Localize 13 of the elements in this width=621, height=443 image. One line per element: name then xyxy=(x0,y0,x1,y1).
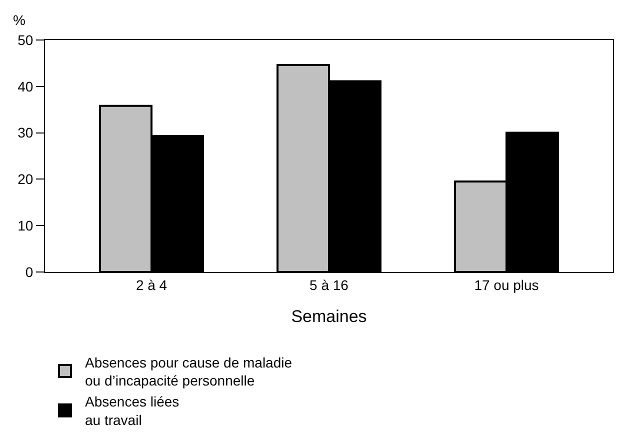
y-tick-label: 30 xyxy=(18,124,34,141)
x-tick-label: 17 ou plus xyxy=(474,276,539,293)
x-tick-label: 2 à 4 xyxy=(136,276,168,293)
y-tick-label: 20 xyxy=(18,171,34,188)
x-axis-title: Semaines xyxy=(291,307,367,326)
y-tick-label: 40 xyxy=(18,78,34,94)
legend-label: Absences pour cause de maladie ou d’incapacité personnelle xyxy=(85,354,292,388)
y-tick-label: 10 xyxy=(18,218,34,234)
y-tick-label: 50 xyxy=(18,32,34,48)
legend-label: Absences liées au travail xyxy=(85,394,180,428)
x-tick-label: 5 à 16 xyxy=(310,276,349,293)
y-tick-label: 0 xyxy=(25,264,34,280)
y-axis-title: % xyxy=(13,12,26,28)
